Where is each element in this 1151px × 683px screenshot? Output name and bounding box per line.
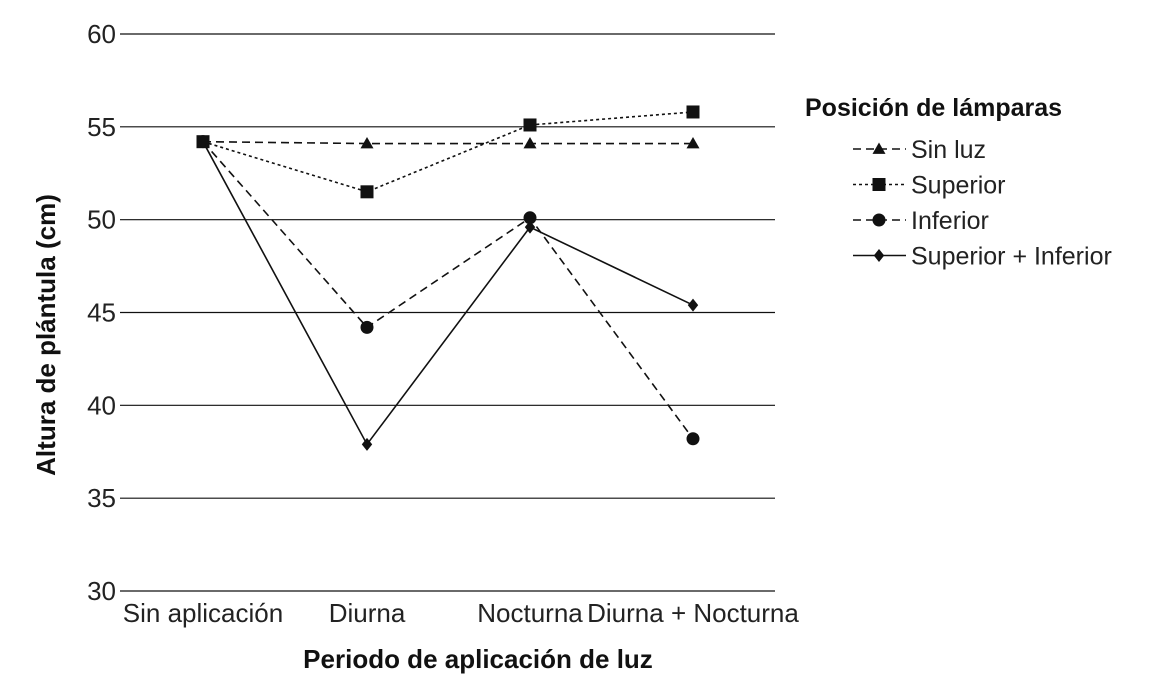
y-tick-55: 55 <box>87 112 116 142</box>
x-axis-title: Periodo de aplicación de luz <box>303 644 653 674</box>
point-s3-4 <box>686 432 700 446</box>
x-tick-2: Diurna <box>329 598 406 628</box>
series-markers <box>196 105 700 451</box>
point-s2-3 <box>523 118 537 132</box>
legend-marker-4 <box>873 249 885 262</box>
legend-label-1: Sin luz <box>911 136 986 164</box>
point-s2-4 <box>686 105 700 119</box>
gridlines <box>120 33 775 592</box>
legend-title: Posición de lámparas <box>805 94 1062 122</box>
point-s3-3 <box>523 211 537 225</box>
legend-marker-1 <box>872 142 886 154</box>
point-s3-2 <box>360 320 374 334</box>
point-s2-2 <box>360 185 374 199</box>
series-line-1 <box>202 140 693 145</box>
y-tick-30: 30 <box>87 576 116 606</box>
point-s4-3 <box>524 220 536 234</box>
legend-label-4: Superior + Inferior <box>911 243 1112 271</box>
y-tick-45: 45 <box>87 298 116 328</box>
point-s4-2 <box>361 437 373 451</box>
y-tick-40: 40 <box>87 390 116 420</box>
series-line-2 <box>202 111 694 193</box>
series-line-3 <box>202 141 694 440</box>
y-tick-labels: 30 35 40 45 50 55 60 <box>87 19 116 606</box>
series-lines <box>202 111 694 446</box>
legend-label-2: Superior <box>911 172 1006 200</box>
x-tick-labels: Sin aplicación Diurna Nocturna Diurna + Noc… <box>123 598 800 628</box>
x-tick-4: Diurna + Nocturna <box>587 598 799 628</box>
y-tick-50: 50 <box>87 205 116 235</box>
series-line-4 <box>202 141 694 446</box>
x-tick-1: Sin aplicación <box>123 598 283 628</box>
legend-marker-2 <box>872 178 886 191</box>
legend-label-3: Inferior <box>911 207 989 235</box>
point-s1-4 <box>686 137 700 149</box>
point-s4-4 <box>687 298 699 312</box>
y-tick-35: 35 <box>87 483 116 513</box>
y-axis-title: Altura de plántula (cm) <box>31 194 61 476</box>
point-s1-2 <box>360 137 374 149</box>
legend-marker-3 <box>872 213 886 227</box>
y-tick-60: 60 <box>87 19 116 49</box>
point-s4-1 <box>197 135 209 149</box>
point-s1-3 <box>523 137 537 149</box>
legend: Posición de lámparas Sin luz Superior Infe… <box>805 94 1112 271</box>
x-tick-3: Nocturna <box>477 598 583 628</box>
